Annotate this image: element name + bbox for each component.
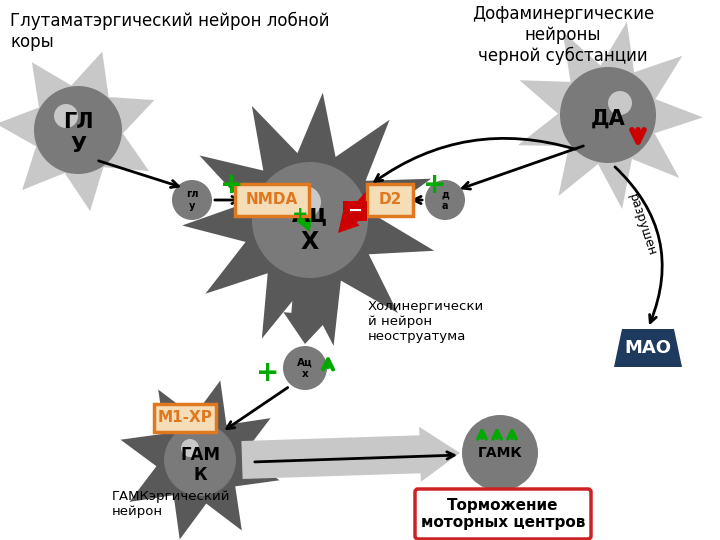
Text: +: + [423,171,446,199]
Polygon shape [284,279,331,344]
Text: ГАМК: ГАМК [477,446,523,460]
Circle shape [252,162,368,278]
Text: Холинергически
й нейрон
неоструатума: Холинергически й нейрон неоструатума [368,300,485,343]
Text: МАО: МАО [624,339,672,357]
Text: +: + [220,171,243,199]
Text: д
а: д а [441,189,449,211]
FancyBboxPatch shape [343,201,367,221]
Polygon shape [289,194,312,232]
Polygon shape [0,52,154,211]
Text: ДА: ДА [590,109,626,129]
Text: ГАМКэргический
нейрон: ГАМКэргический нейрон [112,490,230,518]
Circle shape [181,439,199,457]
Text: Глутаматэргический нейрон лобной
коры: Глутаматэргический нейрон лобной коры [10,12,330,51]
Text: разрушен: разрушен [626,192,659,258]
Polygon shape [614,329,682,367]
FancyBboxPatch shape [367,184,413,216]
Circle shape [283,346,327,390]
Circle shape [164,424,236,496]
Text: +: + [256,359,279,387]
Polygon shape [182,93,434,346]
Text: Дофаминергические
нейроны
черной субстанции: Дофаминергические нейроны черной субстан… [472,5,654,65]
Text: D2: D2 [378,192,402,207]
Circle shape [608,91,632,115]
Circle shape [462,415,538,491]
Text: ГЛ
У: ГЛ У [63,112,94,156]
Text: Ац
Х: Ац Х [292,202,328,254]
Circle shape [560,67,656,163]
Circle shape [34,86,122,174]
Circle shape [289,186,321,218]
FancyBboxPatch shape [154,404,216,432]
Text: +: + [292,206,308,225]
Text: гл
у: гл у [186,189,198,211]
Text: М1-ХР: М1-ХР [158,410,212,426]
Text: Ац
х: Ац х [297,357,313,379]
Text: Торможение
моторных центров: Торможение моторных центров [420,498,585,530]
Polygon shape [338,187,380,233]
Polygon shape [120,381,279,539]
Circle shape [54,104,78,128]
Circle shape [425,180,465,220]
Circle shape [172,180,212,220]
Text: ГАМ
К: ГАМ К [180,446,220,484]
Polygon shape [518,22,703,209]
Text: −: − [348,202,363,220]
FancyBboxPatch shape [415,489,591,539]
Polygon shape [241,427,460,482]
FancyBboxPatch shape [235,184,309,216]
Text: NMDA: NMDA [246,192,298,207]
